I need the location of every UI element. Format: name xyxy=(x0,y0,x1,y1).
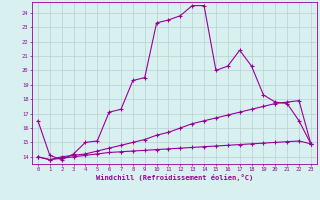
X-axis label: Windchill (Refroidissement éolien,°C): Windchill (Refroidissement éolien,°C) xyxy=(96,174,253,181)
